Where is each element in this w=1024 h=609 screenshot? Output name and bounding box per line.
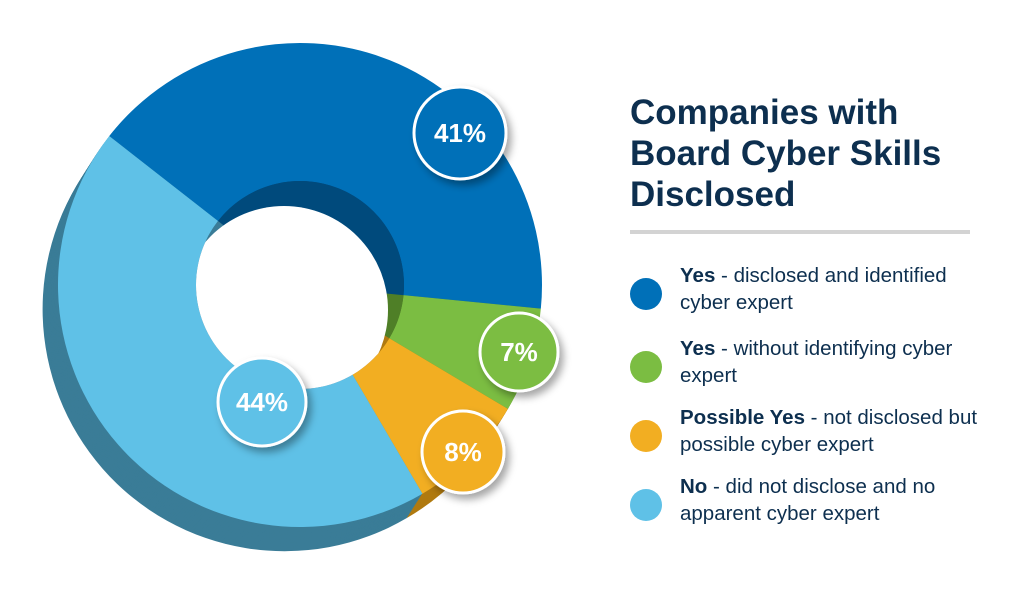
legend-item-yes-without: Yes - without identifying cyber expert	[630, 335, 1000, 389]
legend-text: - did not disclose and no apparent cyber…	[680, 475, 936, 525]
legend-swatch	[630, 489, 662, 521]
legend-text: - disclosed and identified cyber expert	[680, 264, 947, 314]
legend-swatch	[630, 420, 662, 452]
legend-bold: Yes	[680, 264, 716, 287]
data-label: 7%	[500, 337, 538, 367]
slice-3	[57, 136, 423, 527]
legend-bold: No	[680, 475, 708, 498]
legend-item-possible-yes: Possible Yes - not disclosed but possibl…	[630, 404, 1000, 458]
legend-item-no: No - did not disclose and no apparent cy…	[630, 473, 1000, 527]
data-label: 8%	[444, 437, 482, 467]
data-label: 44%	[236, 387, 288, 417]
chart-title: Companies with Board Cyber Skills Disclo…	[630, 93, 942, 214]
data-label: 41%	[434, 118, 486, 148]
donut-hole	[196, 206, 388, 389]
data-label-bubble	[412, 85, 508, 181]
legend-swatch	[630, 278, 662, 310]
legend-text: - without identifying cyber expert	[680, 337, 953, 387]
legend-swatch	[630, 351, 662, 383]
data-label-bubble	[216, 356, 308, 448]
title-divider	[630, 230, 970, 234]
donut-chart: 41% 7% 8% 44%	[42, 43, 560, 552]
legend-item-yes-identified: Yes - disclosed and identified cyber exp…	[630, 262, 1000, 316]
legend-text: - not disclosed but possible cyber exper…	[680, 406, 978, 456]
legend-bold: Possible Yes	[680, 406, 805, 429]
data-label-bubble	[420, 409, 506, 495]
legend-bold: Yes	[680, 337, 716, 360]
data-label-bubble	[478, 311, 560, 393]
